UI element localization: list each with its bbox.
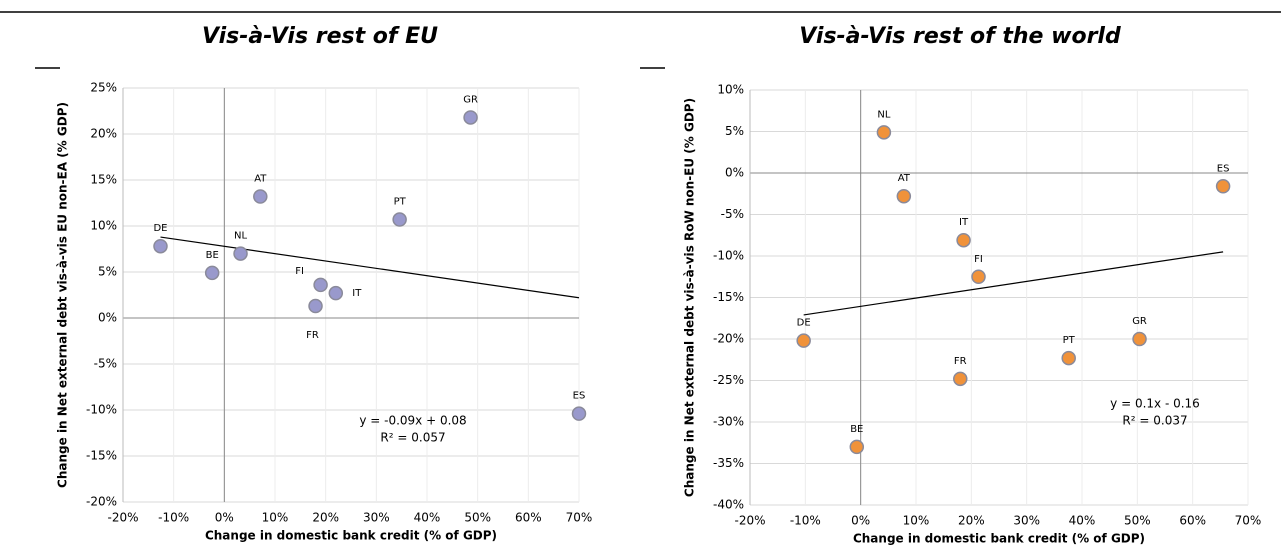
y-tick-label: 15%: [90, 173, 117, 187]
annotation: y = -0.09x + 0.08: [359, 414, 466, 428]
x-axis-label: Change in domestic bank credit (% of GDP…: [853, 532, 1145, 546]
x-tick-label: -20%: [734, 514, 765, 528]
y-tick-label: -30%: [713, 415, 744, 429]
x-tick-label: -20%: [107, 511, 138, 525]
point-label: GR: [463, 94, 478, 105]
y-tick-label: -40%: [713, 498, 744, 512]
x-tick-label: 50%: [464, 511, 491, 525]
y-tick-label: 10%: [717, 83, 744, 97]
point-label: FI: [295, 266, 304, 277]
point-label: NL: [877, 109, 890, 120]
point-label: IT: [352, 288, 362, 299]
point-label: AT: [898, 173, 911, 184]
annotation: R² = 0.057: [380, 431, 445, 445]
trendline: [160, 236, 580, 299]
point: [233, 246, 248, 261]
point: [204, 265, 220, 281]
point: [571, 406, 587, 421]
y-tick-label: 20%: [90, 127, 117, 141]
point-label: PT: [394, 197, 407, 208]
point: [896, 188, 912, 204]
y-tick-label: -10%: [86, 403, 117, 417]
point: [313, 277, 328, 293]
x-tick-label: 60%: [1179, 514, 1206, 528]
point: [253, 189, 268, 204]
point: [796, 333, 811, 348]
point-label: BE: [850, 424, 863, 435]
point: [1215, 179, 1231, 194]
y-tick-label: 5%: [98, 265, 117, 279]
point-label: PT: [1063, 335, 1076, 346]
annotation: y = 0.1x - 0.16: [1110, 397, 1200, 411]
point-label: NL: [234, 231, 247, 242]
y-tick-label: -20%: [86, 495, 117, 509]
point: [328, 285, 344, 301]
point: [953, 371, 968, 387]
y-tick-label: 0%: [725, 166, 744, 180]
y-tick-label: 25%: [90, 81, 117, 95]
x-tick-label: 50%: [1124, 514, 1151, 528]
point-label: ES: [1217, 163, 1230, 174]
point-label: ES: [573, 391, 586, 402]
point-label: FI: [974, 254, 983, 265]
point-label: AT: [254, 174, 267, 185]
x-tick-label: 20%: [958, 514, 985, 528]
point: [971, 269, 986, 284]
point-label: FR: [954, 356, 967, 367]
x-tick-label: 30%: [363, 511, 390, 525]
y-tick-label: 0%: [98, 311, 117, 325]
point: [956, 232, 971, 248]
chart-title: Vis-à-Vis rest of EU: [202, 24, 438, 49]
point-label: GR: [1132, 316, 1147, 327]
x-tick-label: 70%: [1235, 514, 1262, 528]
point-label: BE: [206, 250, 219, 261]
y-tick-label: 5%: [725, 124, 744, 138]
x-tick-label: 40%: [1069, 514, 1096, 528]
x-tick-label: 0%: [215, 511, 234, 525]
chart-title: Vis-à-Vis rest of the world: [799, 24, 1121, 49]
y-tick-label: 10%: [90, 219, 117, 233]
y-tick-label: -5%: [721, 207, 744, 221]
point-label: DE: [153, 223, 167, 234]
x-tick-label: 70%: [566, 511, 593, 525]
y-tick-label: -15%: [86, 449, 117, 463]
point: [1132, 331, 1147, 347]
point-label: FR: [306, 330, 319, 341]
x-tick-label: 40%: [414, 511, 441, 525]
y-tick-label: -20%: [713, 332, 744, 346]
x-tick-label: -10%: [158, 511, 189, 525]
x-tick-label: 60%: [515, 511, 542, 525]
x-tick-label: 10%: [262, 511, 289, 525]
point: [392, 212, 407, 227]
x-axis-label: Change in domestic bank credit (% of GDP…: [205, 529, 497, 543]
point: [463, 110, 478, 125]
y-tick-label: -10%: [713, 249, 744, 263]
y-tick-label: -35%: [713, 456, 744, 470]
y-axis-label: Change in Net external debt vis-à-vis EU…: [56, 102, 70, 488]
x-tick-label: -10%: [790, 514, 821, 528]
point: [876, 125, 892, 140]
x-tick-label: 0%: [851, 514, 870, 528]
point: [308, 298, 323, 314]
point: [849, 439, 865, 455]
trendline: [803, 251, 1224, 316]
y-tick-label: -25%: [713, 373, 744, 387]
y-tick-label: -15%: [713, 290, 744, 304]
x-tick-label: 10%: [903, 514, 930, 528]
y-axis-label: Change in Net external debt vis-à-vis Ro…: [683, 98, 697, 497]
x-tick-label: 30%: [1013, 514, 1040, 528]
annotation: R² = 0.037: [1122, 414, 1187, 428]
point: [153, 238, 168, 254]
point-label: DE: [797, 318, 811, 329]
point-label: IT: [959, 217, 969, 228]
point: [1061, 350, 1076, 366]
x-tick-label: 20%: [312, 511, 339, 525]
y-tick-label: -5%: [94, 357, 117, 371]
